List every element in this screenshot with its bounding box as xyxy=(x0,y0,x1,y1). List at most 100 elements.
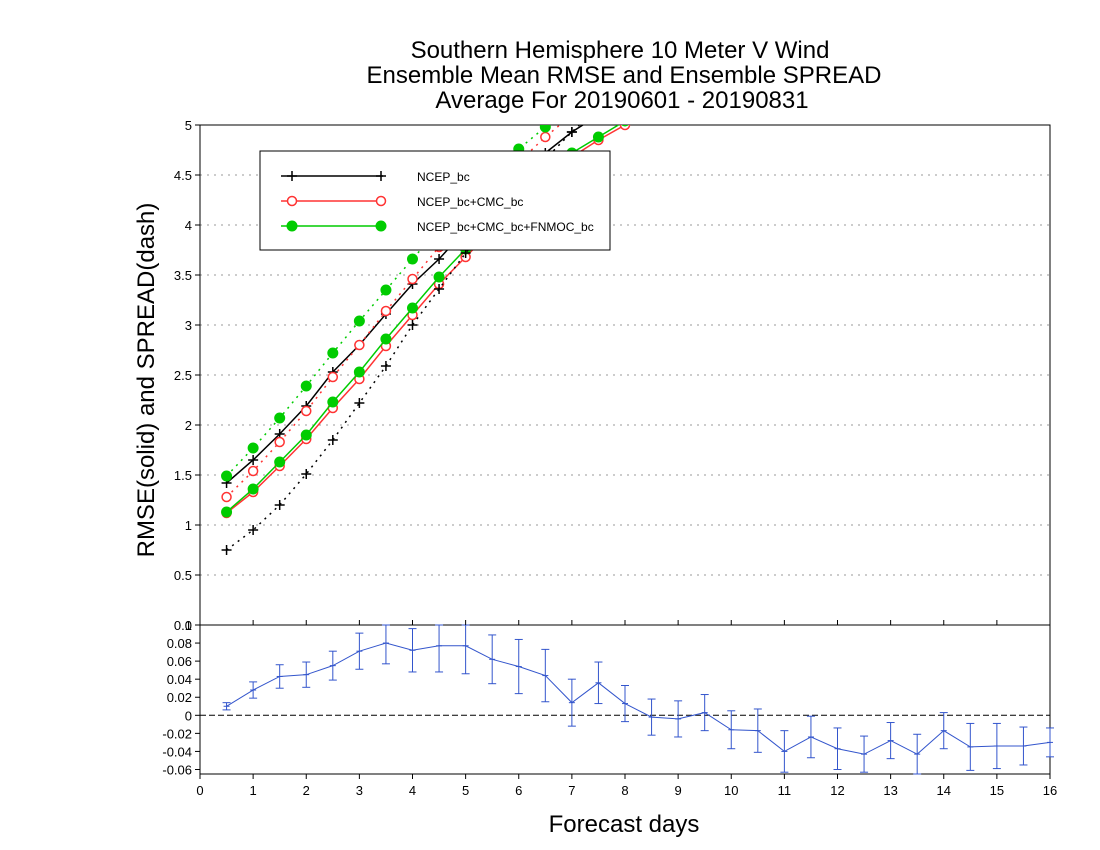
data-point-filled-circle xyxy=(247,442,259,454)
series-path xyxy=(226,125,561,498)
error-bar xyxy=(1019,726,1028,766)
difference-series xyxy=(222,624,1054,775)
legend-item: NCEP_bc xyxy=(281,170,470,184)
x-tick-label: 13 xyxy=(883,783,897,798)
top-y-axis-ticks: 0 0.5 1 1.5 2 2.5 3 3.5 4 4.5 5 xyxy=(174,118,200,633)
data-point-open-circle xyxy=(221,491,232,503)
error-bar xyxy=(621,685,629,723)
y-tick-label: 2.5 xyxy=(174,368,192,383)
y-tick-label: 0.04 xyxy=(167,672,192,687)
x-tick-label: 7 xyxy=(568,783,575,798)
x-tick-label: 6 xyxy=(515,783,522,798)
data-point-open-circle xyxy=(327,371,339,383)
y-tick-label: 0.08 xyxy=(167,636,192,651)
chart-title: Southern Hemisphere 10 Meter V Wind Ense… xyxy=(367,37,882,114)
x-tick-label: 14 xyxy=(937,783,951,798)
data-point-open-circle xyxy=(274,436,285,448)
error-bar xyxy=(328,650,337,681)
title-line-2: Ensemble Mean RMSE and Ensemble SPREAD xyxy=(367,62,882,89)
data-point-filled-circle xyxy=(375,220,387,232)
y-tick-label: 0.1 xyxy=(174,618,192,633)
x-axis-label: Forecast days xyxy=(549,811,700,838)
data-point-plus xyxy=(434,254,445,264)
x-tick-label: 1 xyxy=(250,783,257,798)
data-point-plus xyxy=(380,361,391,371)
y-tick-label: 3.5 xyxy=(174,268,192,283)
data-point-filled-circle xyxy=(221,506,233,518)
error-bar xyxy=(780,730,789,773)
x-axis-ticks: 0 1 2 3 4 5 6 7 8 9 10 11 12 13 14 15 16 xyxy=(196,620,1057,798)
y-axis-label: RMSE(solid) and SPREAD(dash) xyxy=(133,203,160,558)
data-point-plus xyxy=(287,171,297,181)
y-tick-label: 0 xyxy=(185,618,192,633)
legend-label: NCEP_bc+CMC_bc+FNMOC_bc xyxy=(417,220,594,234)
x-tick-label: 10 xyxy=(724,783,738,798)
bottom-y-axis-ticks: 0.1 0.08 0.06 0.04 0.02 0 -0.02 -0.04 -0.06 xyxy=(162,618,200,777)
error-bar xyxy=(700,694,709,732)
data-point-filled-circle xyxy=(327,347,339,359)
y-tick-label: -0.06 xyxy=(162,762,192,777)
error-bar xyxy=(727,710,736,750)
x-tick-label: 15 xyxy=(990,783,1004,798)
x-tick-label: 8 xyxy=(621,783,628,798)
y-tick-label: -0.04 xyxy=(162,744,192,759)
error-bar xyxy=(647,698,656,736)
error-bar xyxy=(674,700,683,738)
series-path xyxy=(226,125,550,477)
error-bar xyxy=(302,661,311,688)
top-series-group xyxy=(221,125,631,555)
data-point-filled-circle xyxy=(407,302,418,314)
data-point-plus xyxy=(248,525,259,535)
error-bar xyxy=(275,664,284,689)
error-bar xyxy=(594,661,603,705)
bottom-series-group xyxy=(222,624,1054,775)
x-tick-label: 5 xyxy=(462,783,469,798)
data-point-filled-circle xyxy=(380,284,392,296)
error-bar xyxy=(408,628,417,673)
y-tick-label: 0 xyxy=(185,708,192,723)
y-tick-label: -0.02 xyxy=(162,726,192,741)
difference-path xyxy=(226,642,1051,755)
data-point-open-circle xyxy=(407,273,418,285)
data-point-open-circle xyxy=(354,339,365,351)
error-bar xyxy=(860,735,869,773)
x-tick-label: 3 xyxy=(356,783,363,798)
data-point-filled-circle xyxy=(300,380,312,392)
series-path xyxy=(226,125,581,551)
data-point-filled-circle xyxy=(353,366,365,378)
data-point-filled-circle xyxy=(407,253,418,265)
error-bar xyxy=(514,638,523,695)
y-tick-label: 0.5 xyxy=(174,568,192,583)
data-point-filled-circle xyxy=(247,483,259,495)
series-path xyxy=(226,125,585,484)
error-bar xyxy=(886,722,895,760)
error-bar xyxy=(567,678,576,727)
y-tick-label: 2 xyxy=(185,418,192,433)
error-bar xyxy=(753,708,762,753)
data-point-filled-circle xyxy=(221,470,233,482)
data-point-plus xyxy=(301,469,312,479)
y-tick-label: 5 xyxy=(185,118,192,133)
legend-label: NCEP_bc+CMC_bc xyxy=(417,195,523,209)
legend-item: NCEP_bc+CMC_bc+FNMOC_bc xyxy=(281,220,594,234)
error-bar xyxy=(833,727,842,770)
x-tick-label: 16 xyxy=(1043,783,1057,798)
error-bar xyxy=(355,632,364,670)
data-point-filled-circle xyxy=(274,456,286,468)
data-point-filled-circle xyxy=(300,429,312,441)
error-bar xyxy=(992,722,1001,770)
legend: NCEP_bc NCEP_bc+CMC_bc NCEP_bc+CMC_bc+FNMO… xyxy=(259,150,611,251)
data-point-filled-circle xyxy=(380,333,392,345)
x-tick-label: 12 xyxy=(830,783,844,798)
data-point-plus xyxy=(354,398,365,408)
error-bar xyxy=(222,702,231,711)
data-point-plus xyxy=(248,455,259,465)
x-tick-label: 4 xyxy=(409,783,416,798)
legend-item: NCEP_bc+CMC_bc xyxy=(281,195,523,209)
data-point-filled-circle xyxy=(621,125,629,127)
data-point-plus xyxy=(274,500,285,510)
error-bar xyxy=(966,722,975,771)
data-point-open-circle xyxy=(619,125,631,131)
data-point-filled-circle xyxy=(274,412,286,424)
y-tick-label: 1 xyxy=(185,518,192,533)
